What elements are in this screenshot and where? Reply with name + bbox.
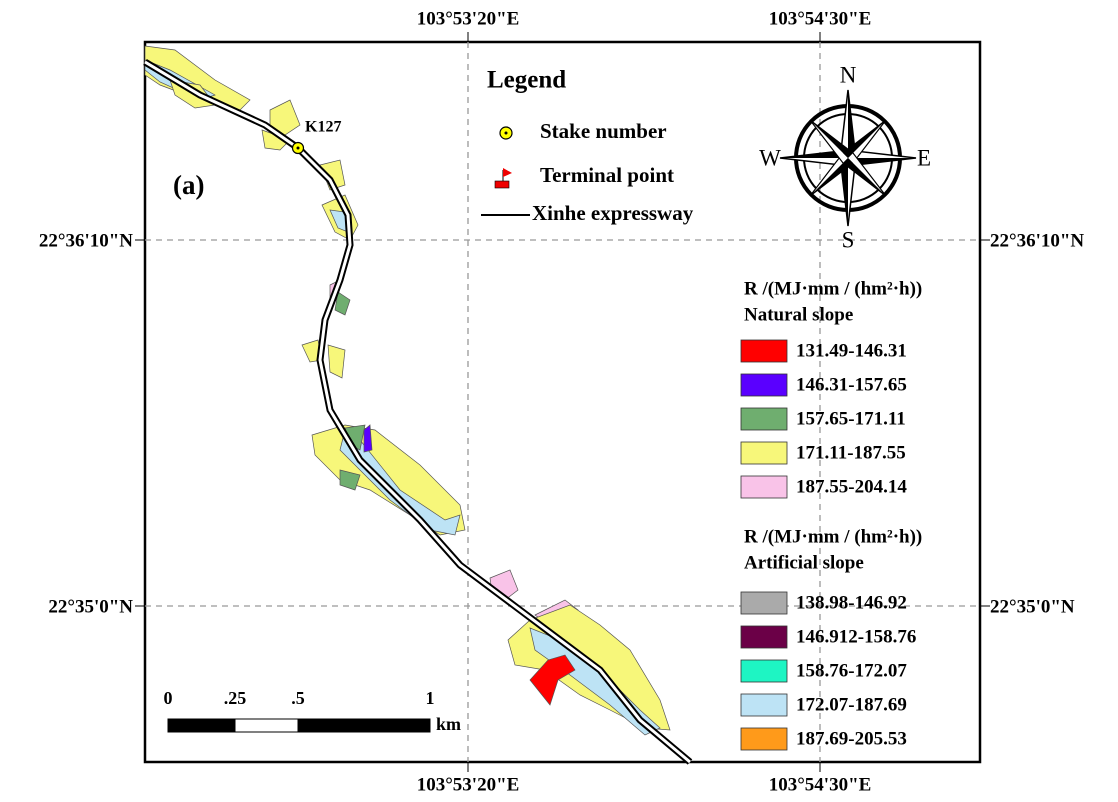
legend-class-label: 172.07-187.69 xyxy=(796,694,907,715)
stake-marker-dot xyxy=(297,147,300,150)
legend-swatch xyxy=(741,728,787,750)
panel-label: (a) xyxy=(173,170,204,200)
legend-class-label: 146.31-157.65 xyxy=(796,374,907,395)
scale-unit: km xyxy=(436,714,461,734)
legend-class-label: 187.69-205.53 xyxy=(796,728,907,749)
artificial-unit: R /(MJ·mm / (hm²·h)) xyxy=(744,526,922,547)
legend-class-label: 171.11-187.55 xyxy=(796,442,906,463)
legend-stake-icon-dot xyxy=(505,132,508,135)
legend-swatch xyxy=(741,374,787,396)
lon-label: 103°54'30"E xyxy=(769,774,872,795)
legend-item: Terminal point xyxy=(540,163,674,187)
lon-label: 103°54'30"E xyxy=(769,8,872,29)
lat-label: 22°35'0"N xyxy=(48,596,133,617)
scale-label: .5 xyxy=(291,688,305,708)
natural-title: Natural slope xyxy=(744,304,853,325)
legend-class-label: 146.912-158.76 xyxy=(796,626,916,647)
artificial-title: Artificial slope xyxy=(744,552,864,573)
lon-label: 103°53'20"E xyxy=(417,8,520,29)
scale-bar xyxy=(168,719,430,732)
legend-class-label: 138.98-146.92 xyxy=(796,592,907,613)
lon-label: 103°53'20"E xyxy=(417,774,520,795)
legend-swatch xyxy=(741,660,787,682)
legend-class-label: 131.49-146.31 xyxy=(796,340,907,361)
stake-label: K127 xyxy=(305,119,341,136)
legend-swatch xyxy=(741,592,787,614)
compass-east: E xyxy=(917,145,931,170)
legend-class-label: 157.65-171.11 xyxy=(796,408,906,429)
compass-south: S xyxy=(842,227,855,252)
legend-item: Stake number xyxy=(540,119,667,143)
lat-label: 22°36'10"N xyxy=(39,230,133,251)
legend-title: Legend xyxy=(487,67,566,94)
compass-west: W xyxy=(759,145,781,170)
scale-label: 0 xyxy=(164,688,173,708)
scale-label: .25 xyxy=(224,688,247,708)
legend-swatch xyxy=(741,442,787,464)
natural-unit: R /(MJ·mm / (hm²·h)) xyxy=(744,278,922,299)
compass-north: N xyxy=(840,62,857,87)
lat-label: 22°36'10"N xyxy=(990,230,1084,251)
scale-label: 1 xyxy=(426,688,435,708)
legend-swatch xyxy=(741,340,787,362)
legend-swatch xyxy=(741,626,787,648)
legend-swatch xyxy=(741,408,787,430)
legend-item: Xinhe expressway xyxy=(532,201,694,225)
lat-label: 22°35'0"N xyxy=(990,596,1075,617)
legend-swatch xyxy=(741,694,787,716)
map: 103°53'20"E 103°54'30"E 103°53'20"E 103°… xyxy=(0,0,1118,802)
legend-class-label: 187.55-204.14 xyxy=(796,476,907,497)
legend-class-label: 158.76-172.07 xyxy=(796,660,907,681)
legend-swatch xyxy=(741,476,787,498)
